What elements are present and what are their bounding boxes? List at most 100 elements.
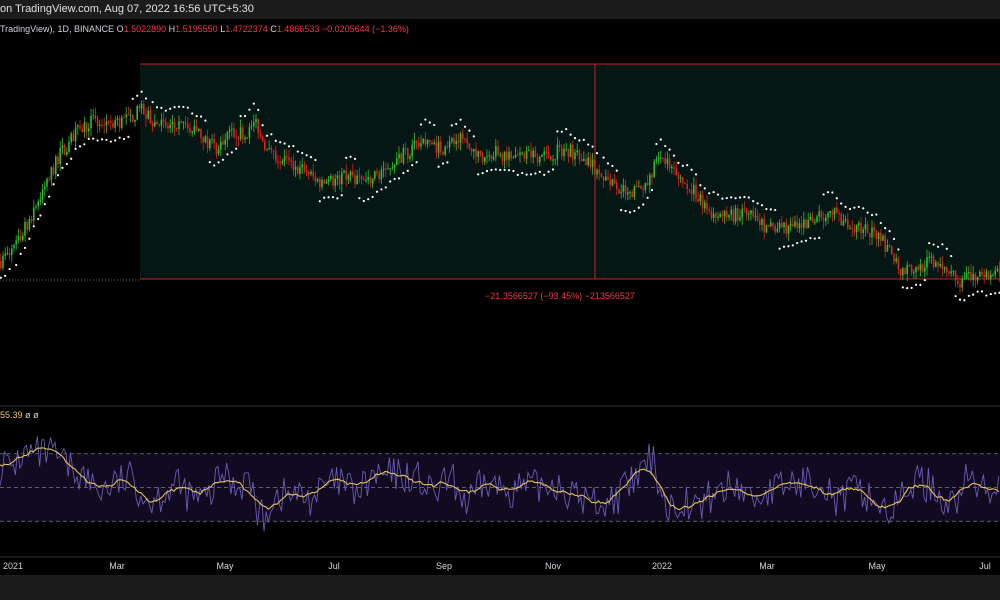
candle-body (712, 213, 715, 218)
candle-body (776, 228, 779, 232)
sar-dot (19, 252, 22, 255)
candle-body (426, 139, 429, 145)
candle-body (169, 124, 171, 129)
sar-dot (56, 174, 60, 177)
candle-body (583, 158, 585, 162)
candle-body (46, 178, 48, 187)
candle-body (602, 176, 605, 181)
candle-body (314, 176, 317, 182)
sar-dot (8, 267, 11, 271)
sar-dot (672, 154, 676, 157)
candle-body (809, 216, 812, 221)
sar-dot (127, 135, 130, 138)
candle-body (468, 143, 471, 149)
sar-dot (309, 156, 313, 159)
sar-dot (774, 208, 777, 212)
candle-body (941, 264, 944, 270)
candle-body (19, 236, 22, 240)
candle-body (63, 145, 66, 155)
sar-dot (433, 123, 436, 127)
candle-body (184, 121, 187, 125)
candle-body (948, 271, 950, 274)
candle-body (781, 222, 783, 228)
candle-body (103, 125, 105, 127)
x-axis-label: May (216, 561, 234, 571)
sar-dot (230, 151, 233, 154)
sar-dot (633, 209, 636, 213)
candle-body (519, 152, 521, 155)
candle-body (255, 119, 257, 123)
sar-dot (708, 192, 711, 195)
candle-body (825, 217, 827, 222)
candle-body (664, 158, 666, 164)
candle-body (972, 274, 974, 281)
sar-dot (415, 161, 418, 164)
candle-body (765, 224, 768, 233)
candle-body (902, 268, 904, 276)
candle-body (367, 177, 369, 180)
candle-body (127, 114, 130, 116)
sar-dot (582, 138, 585, 142)
sar-dot (173, 106, 176, 109)
candle-body (226, 131, 229, 140)
sar-dot (628, 211, 632, 214)
candle-body (330, 175, 332, 180)
candle-body (88, 128, 90, 132)
candle-body (794, 221, 796, 227)
candle-body (303, 164, 306, 171)
candle-body (869, 232, 871, 238)
candle-body (917, 266, 919, 270)
sar-dot (994, 292, 997, 295)
candle-body (919, 264, 922, 270)
x-axis-label: Nov (545, 561, 562, 571)
candle-body (213, 138, 215, 144)
candle-body (112, 122, 114, 128)
candle-body (567, 148, 570, 158)
sar-dot (892, 237, 896, 241)
candle-body (409, 156, 411, 159)
candle-body (145, 114, 147, 119)
open-label: O (116, 24, 124, 34)
sar-dot (655, 142, 658, 146)
sar-dot (204, 119, 207, 122)
sar-dot (61, 166, 64, 169)
time-axis[interactable]: 2021 Mar May Jul Sep Nov 2022 Mar May Jul (3, 561, 991, 571)
candle-body (92, 115, 94, 117)
candle-body (895, 258, 897, 262)
candle-body (371, 178, 374, 184)
candle-body (576, 150, 578, 153)
candle-body (121, 117, 123, 128)
candle-body (323, 179, 325, 184)
sar-dot (226, 153, 229, 156)
sar-dot (521, 171, 524, 175)
symbol-info[interactable]: TradingView), 1D, BINANCE (0, 24, 115, 34)
candle-body (347, 175, 350, 180)
candle-body (72, 133, 75, 142)
sar-dot (835, 197, 838, 200)
candle-body (484, 157, 486, 163)
candle-body (332, 175, 334, 186)
sar-dot (972, 293, 975, 296)
candle-body (880, 232, 882, 241)
sar-dot (463, 125, 467, 128)
sar-dot (721, 197, 724, 200)
sar-dot (963, 299, 966, 302)
candlestick-series (0, 100, 1000, 295)
candle-body (620, 191, 622, 194)
candle-body (246, 137, 248, 139)
candle-body (180, 121, 182, 123)
candle-body (739, 217, 741, 221)
candle-body (123, 117, 125, 119)
x-axis-label: Mar (109, 561, 125, 571)
rsi-legend: 55.39 ø ø (0, 410, 39, 420)
candle-body (510, 151, 512, 159)
candle-body (798, 223, 801, 229)
candle-body (158, 124, 160, 126)
candle-body (55, 156, 57, 175)
price-range-measure[interactable] (0, 63, 1000, 281)
candle-body (464, 138, 466, 140)
candle-body (596, 169, 598, 175)
candle-body (743, 208, 746, 210)
candle-body (653, 161, 655, 178)
